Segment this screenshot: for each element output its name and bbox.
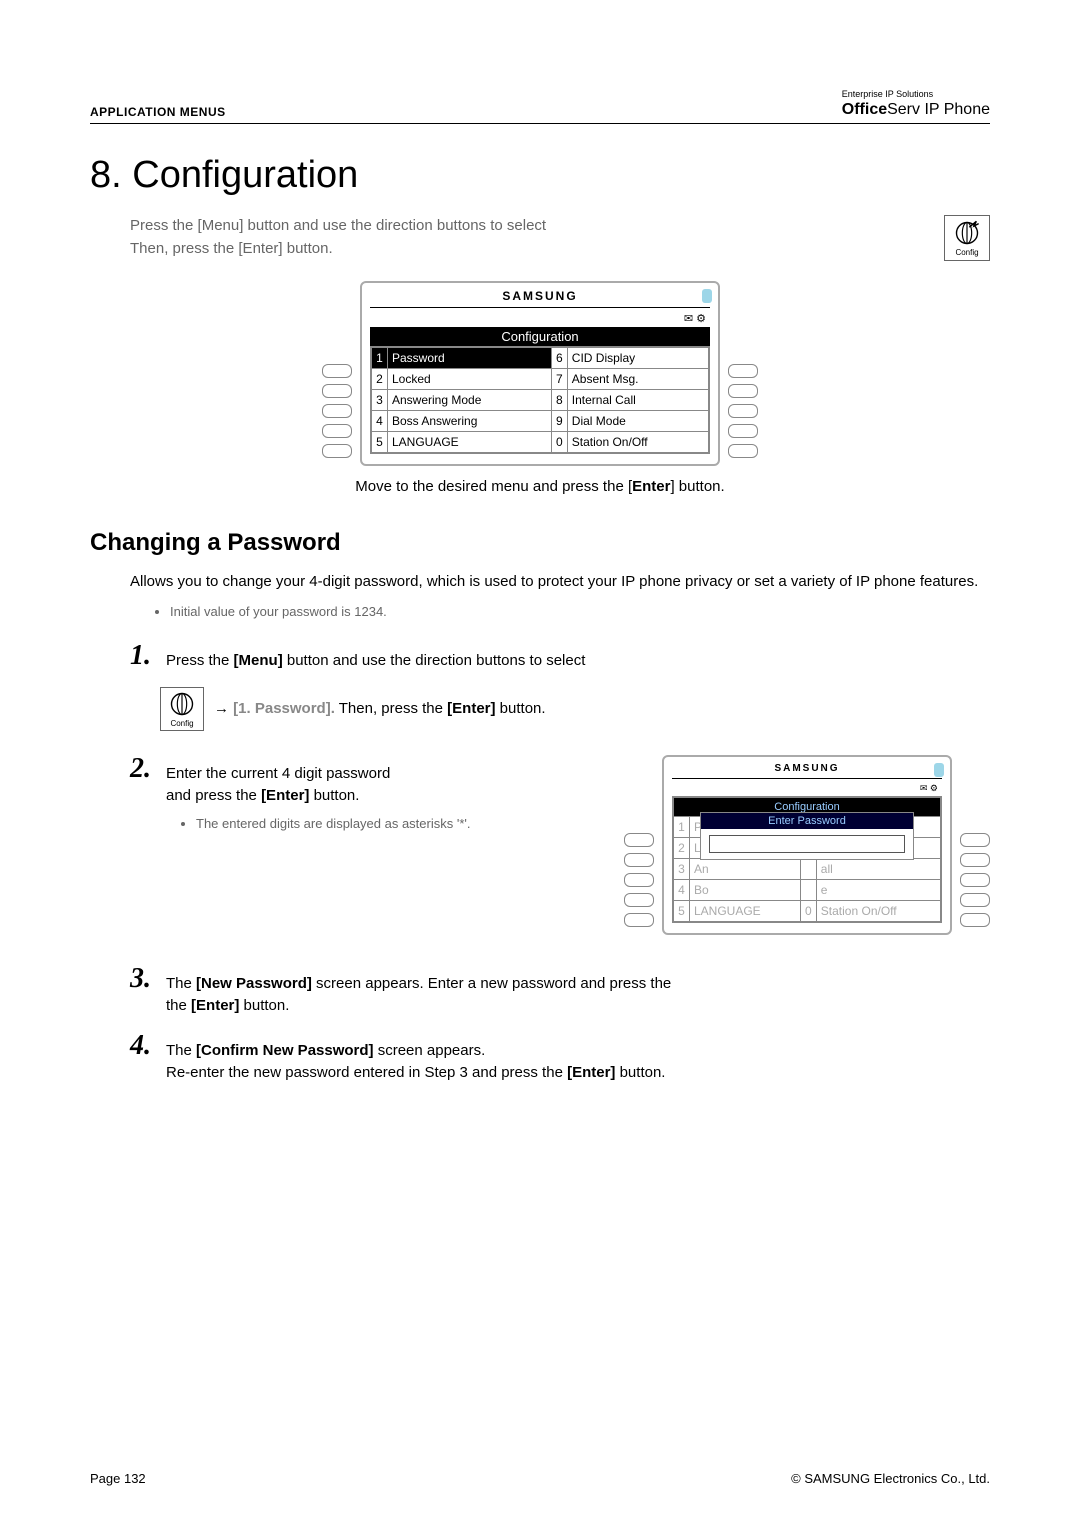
led-icon bbox=[702, 289, 712, 303]
lcd-status: ✉ ⚙ bbox=[672, 781, 942, 796]
chapter-title: 8. Configuration bbox=[90, 154, 990, 197]
page-header: APPLICATION MENUS Enterprise IP Solution… bbox=[90, 90, 990, 124]
password-label: [1. Password]. bbox=[233, 700, 335, 717]
config-glyph-icon bbox=[953, 219, 981, 247]
softkey[interactable] bbox=[322, 364, 352, 378]
softkey[interactable] bbox=[624, 873, 654, 887]
step-body: Enter the current 4 digit password and p… bbox=[166, 755, 584, 834]
intro-line-1: Press the [Menu] button and use the dire… bbox=[130, 217, 546, 234]
softkey[interactable] bbox=[728, 364, 758, 378]
brand: Enterprise IP Solutions OfficeServ IP Ph… bbox=[842, 90, 990, 119]
softkey[interactable] bbox=[960, 893, 990, 907]
lcd-title: Configuration bbox=[370, 327, 710, 346]
step-body: Press the [Menu] button and use the dire… bbox=[166, 642, 990, 673]
softkeys-right bbox=[960, 755, 990, 935]
softkey[interactable] bbox=[322, 444, 352, 458]
step-3: 3. The [New Password] screen appears. En… bbox=[90, 965, 990, 1018]
step-body: The [New Password] screen appears. Enter… bbox=[166, 965, 990, 1018]
table-row: 5LANGUAGE0Station On/Off bbox=[674, 900, 941, 921]
step-number: 4. bbox=[130, 1032, 158, 1060]
step-number: 1. bbox=[130, 642, 158, 670]
popup-title: Enter Password bbox=[701, 813, 913, 829]
step-2-row: 2. Enter the current 4 digit password an… bbox=[90, 755, 990, 935]
page-number: Page 132 bbox=[90, 1471, 146, 1486]
table-row: 5LANGUAGE0Station On/Off bbox=[372, 432, 709, 453]
softkey[interactable] bbox=[624, 913, 654, 927]
step1-tail: → [1. Password]. Then, press the [Enter]… bbox=[214, 700, 546, 717]
led-icon bbox=[934, 763, 944, 777]
softkey[interactable] bbox=[322, 404, 352, 418]
softkey[interactable] bbox=[960, 833, 990, 847]
softkey[interactable] bbox=[624, 853, 654, 867]
table-row: 4Boe bbox=[674, 879, 941, 900]
config-icon: Config bbox=[160, 687, 204, 731]
softkey[interactable] bbox=[960, 913, 990, 927]
step-2: 2. Enter the current 4 digit password an… bbox=[130, 755, 584, 834]
intro-row: Press the [Menu] button and use the dire… bbox=[90, 215, 990, 261]
step-number: 3. bbox=[130, 965, 158, 993]
softkeys-left bbox=[624, 755, 654, 935]
config-glyph-icon bbox=[168, 690, 196, 718]
table-row: 3Answering Mode8Internal Call bbox=[372, 390, 709, 411]
table-row: 3Anall bbox=[674, 858, 941, 879]
softkey[interactable] bbox=[728, 384, 758, 398]
table-row: 1Password6CID Display bbox=[372, 348, 709, 369]
step-number: 2. bbox=[130, 755, 158, 783]
softkey[interactable] bbox=[728, 424, 758, 438]
lcd-screen-small: SAMSUNG ✉ ⚙ Configuration 1Paay 2Log. 3A… bbox=[662, 755, 952, 935]
step-1: 1. Press the [Menu] button and use the d… bbox=[90, 642, 990, 673]
softkey[interactable] bbox=[728, 444, 758, 458]
lcd-screen: SAMSUNG ✉ ⚙ Configuration 1Password6CID … bbox=[360, 281, 720, 466]
section-desc: Allows you to change your 4-digit passwo… bbox=[90, 571, 990, 594]
config-icon-label: Config bbox=[170, 719, 193, 728]
intro-text: Press the [Menu] button and use the dire… bbox=[130, 215, 546, 260]
password-input[interactable] bbox=[709, 835, 905, 853]
brand-light: Serv bbox=[887, 101, 920, 118]
lcd-figure-1: SAMSUNG ✉ ⚙ Configuration 1Password6CID … bbox=[90, 281, 990, 466]
page: APPLICATION MENUS Enterprise IP Solution… bbox=[0, 0, 1080, 1526]
softkey[interactable] bbox=[322, 424, 352, 438]
lcd-menu-grid: 1Password6CID Display 2Locked7Absent Msg… bbox=[370, 346, 710, 454]
softkey[interactable] bbox=[624, 833, 654, 847]
step-body: The [Confirm New Password] screen appear… bbox=[166, 1032, 990, 1085]
lcd-status: ✉ ⚙ bbox=[370, 310, 710, 327]
config-icon-label: Config bbox=[955, 248, 978, 257]
section-heading: Changing a Password bbox=[90, 529, 990, 557]
softkey[interactable] bbox=[624, 893, 654, 907]
lcd-brand: SAMSUNG bbox=[370, 289, 710, 303]
header-section: APPLICATION MENUS bbox=[90, 105, 226, 119]
softkey[interactable] bbox=[322, 384, 352, 398]
softkey[interactable] bbox=[728, 404, 758, 418]
intro-line-2: Then, press the [Enter] button. bbox=[130, 240, 333, 257]
softkey[interactable] bbox=[960, 873, 990, 887]
table-row: 2Locked7Absent Msg. bbox=[372, 369, 709, 390]
softkey[interactable] bbox=[960, 853, 990, 867]
copyright: © SAMSUNG Electronics Co., Ltd. bbox=[791, 1471, 990, 1486]
list-item: The entered digits are displayed as aste… bbox=[196, 814, 584, 834]
brand-bold: Office bbox=[842, 101, 887, 118]
step1-icon-row: Config → [1. Password]. Then, press the … bbox=[90, 687, 990, 731]
softkeys-right bbox=[728, 281, 758, 466]
softkeys-left bbox=[322, 281, 352, 466]
step-4: 4. The [Confirm New Password] screen app… bbox=[90, 1032, 990, 1085]
lcd1-caption: Move to the desired menu and press the [… bbox=[90, 478, 990, 495]
password-popup: Enter Password bbox=[700, 812, 914, 860]
list-item: Initial value of your password is 1234. bbox=[170, 602, 990, 623]
lcd-brand: SAMSUNG bbox=[672, 763, 942, 774]
config-icon: Config bbox=[944, 215, 990, 261]
brand-tail: IP Phone bbox=[920, 101, 990, 118]
brand-tagline: Enterprise IP Solutions bbox=[842, 90, 990, 99]
page-footer: Page 132 © SAMSUNG Electronics Co., Ltd. bbox=[90, 1471, 990, 1486]
table-row: 4Boss Answering9Dial Mode bbox=[372, 411, 709, 432]
section-bullets: Initial value of your password is 1234. bbox=[90, 602, 990, 623]
